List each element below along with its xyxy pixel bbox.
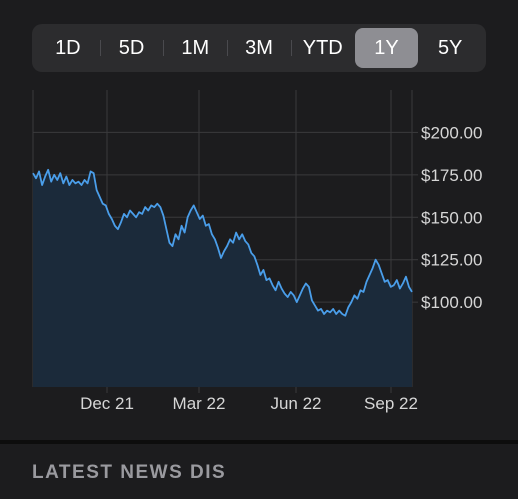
range-1y-button[interactable]: 1Y <box>354 28 419 68</box>
news-section-title: LATEST NEWS DIS <box>32 462 227 483</box>
price-area-fill <box>33 169 412 387</box>
y-tick-label: $125.00 <box>421 251 482 270</box>
range-ytd-button[interactable]: YTD <box>290 28 355 68</box>
x-tick-label: Mar 22 <box>173 394 226 413</box>
y-tick-label: $200.00 <box>421 123 482 142</box>
range-1d-button[interactable]: 1D <box>55 36 81 59</box>
y-tick-label: $175.00 <box>421 166 482 185</box>
x-tick-label: Jun 22 <box>270 394 321 413</box>
x-tick-label: Sep 22 <box>364 394 418 413</box>
y-tick-label: $150.00 <box>421 208 482 227</box>
section-divider <box>0 440 518 444</box>
news-section: LATEST NEWS DIS <box>0 444 518 499</box>
range-3m-button[interactable]: 3M <box>227 28 291 68</box>
x-tick-label: Dec 21 <box>80 394 134 413</box>
time-range-selector: 1D 5D 1M 3M YTD 1Y 5Y <box>32 24 486 72</box>
range-1m-button[interactable]: 1M <box>163 28 227 68</box>
range-5y-button[interactable]: 5Y <box>437 36 463 59</box>
y-tick-label: $100.00 <box>421 293 482 312</box>
price-chart[interactable]: Dec 21 Mar 22 Jun 22 Sep 22 $100.00 $125.00 $1… <box>0 90 518 420</box>
range-5d-button[interactable]: 5D <box>99 28 164 68</box>
price-line <box>32 168 413 317</box>
chart-axis-labels: Dec 21 Mar 22 Jun 22 Sep 22 $100.00 $125.00 $1… <box>80 123 482 413</box>
